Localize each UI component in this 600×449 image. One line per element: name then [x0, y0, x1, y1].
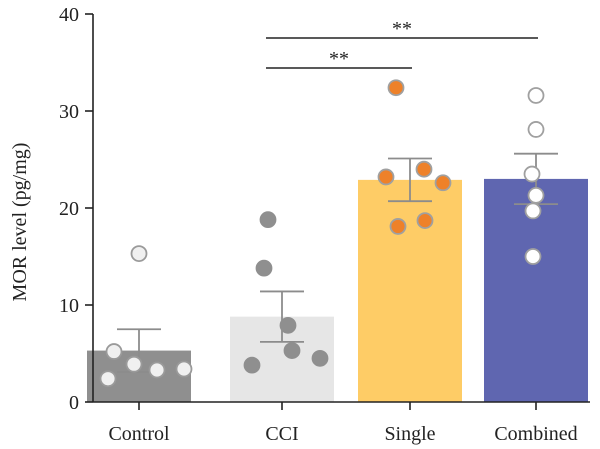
significance-layer: ** **	[266, 18, 538, 70]
point-control-2	[105, 343, 123, 360]
point-control-4	[148, 361, 166, 379]
y-tick-label-40: 40	[59, 4, 79, 26]
point-single-5	[416, 212, 434, 230]
point-combined-1	[527, 87, 545, 104]
axes-layer: 0 10 20 30 40 Control CCI Single Combined	[59, 4, 590, 445]
point-combined-6	[524, 248, 542, 265]
point-cci-5	[311, 349, 329, 367]
x-tick-label-combined: Combined	[494, 423, 577, 445]
point-single-3	[377, 168, 395, 186]
error-bar-cci	[260, 290, 304, 343]
significance-label-cci-combined: **	[392, 18, 412, 40]
point-cci-6	[243, 356, 261, 374]
point-combined-3	[523, 165, 541, 183]
point-cci-4	[283, 342, 301, 359]
x-tick-label-control: Control	[108, 423, 170, 445]
y-tick-label-0: 0	[69, 392, 79, 414]
significance-label-cci-single: **	[329, 48, 349, 70]
point-single-1	[387, 79, 405, 97]
point-cci-1	[259, 211, 277, 229]
x-tick-label-single: Single	[384, 423, 435, 445]
y-tick-label-30: 30	[59, 101, 79, 123]
point-control-3	[125, 355, 143, 373]
bar-single	[358, 179, 462, 402]
points-layer	[99, 79, 545, 388]
point-combined-2	[527, 121, 545, 138]
point-control-1	[130, 245, 148, 262]
error-bars-layer	[117, 152, 558, 373]
y-axis-label: MOR level (pg/mg)	[9, 143, 31, 302]
point-control-6	[99, 370, 117, 388]
point-cci-2	[255, 259, 273, 277]
y-tick-label-10: 10	[59, 295, 79, 317]
point-control-5	[175, 360, 193, 378]
point-single-6	[389, 218, 407, 235]
point-cci-3	[279, 316, 297, 334]
point-combined-4	[527, 186, 545, 204]
x-tick-label-cci: CCI	[265, 423, 298, 445]
error-bar-single	[388, 157, 432, 203]
point-combined-5	[524, 202, 542, 220]
point-single-4	[434, 174, 452, 192]
point-single-2	[415, 160, 433, 178]
y-tick-label-20: 20	[59, 198, 79, 220]
